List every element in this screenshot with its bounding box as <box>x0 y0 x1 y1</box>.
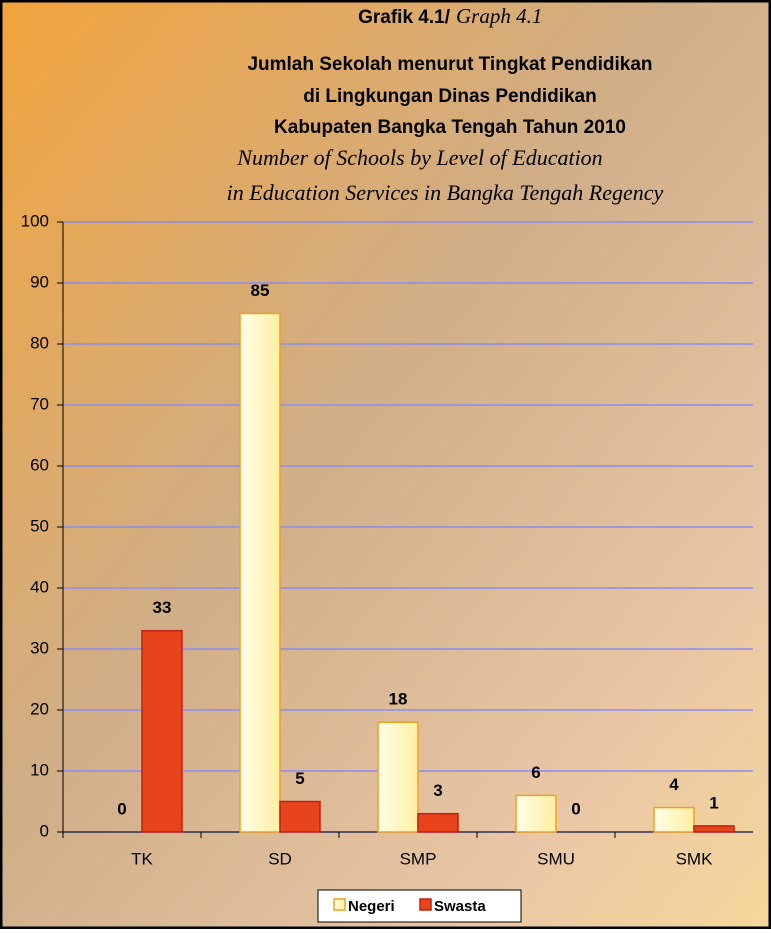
x-tick-label: SD <box>268 849 292 868</box>
value-label: 1 <box>709 793 718 812</box>
value-label: 6 <box>531 763 540 782</box>
legend-label: Swasta <box>434 898 486 915</box>
value-label: 3 <box>433 781 442 800</box>
y-tick-label: 40 <box>30 577 49 596</box>
x-tick-label: SMP <box>400 849 437 868</box>
value-label: 5 <box>295 769 304 788</box>
bar <box>694 826 734 832</box>
chart: Grafik 4.1/ Graph 4.1 Jumlah Sekolah men… <box>0 0 771 929</box>
y-tick-label: 10 <box>30 760 49 779</box>
bar <box>516 795 556 832</box>
y-tick-label: 50 <box>30 516 49 535</box>
title: Grafik 4.1/ <box>358 7 451 28</box>
y-tick-label: 100 <box>21 211 49 230</box>
y-tick-label: 20 <box>30 699 49 718</box>
bar <box>142 631 182 832</box>
subtitle: Jumlah Sekolah menurut Tingkat Pendidika… <box>247 54 652 75</box>
y-tick-label: 30 <box>30 638 49 657</box>
subtitle-en: Number of Schools by Level of Education <box>236 145 602 170</box>
y-tick-label: 60 <box>30 455 49 474</box>
bar <box>240 314 280 833</box>
y-tick-label: 70 <box>30 394 49 413</box>
y-tick-label: 0 <box>40 821 49 840</box>
bar <box>418 814 458 832</box>
legend-swatch <box>334 899 345 910</box>
legend-label: Negeri <box>348 898 395 915</box>
x-tick-label: SMK <box>676 849 714 868</box>
y-tick-label: 90 <box>30 272 49 291</box>
bar <box>378 722 418 832</box>
subtitle: di Lingkungan Dinas Pendidikan <box>303 86 596 107</box>
value-label: 33 <box>153 598 172 617</box>
title-en: Graph 4.1 <box>456 4 542 28</box>
subtitle: Kabupaten Bangka Tengah Tahun 2010 <box>274 117 626 138</box>
x-tick-label: TK <box>131 849 153 868</box>
value-label: 0 <box>117 799 126 818</box>
value-label: 0 <box>571 799 580 818</box>
legend-swatch <box>420 899 431 910</box>
value-label: 85 <box>251 281 270 300</box>
x-tick-label: SMU <box>537 849 575 868</box>
subtitle-en: in Education Services in Bangka Tengah R… <box>227 180 664 205</box>
bar <box>280 802 320 833</box>
bar <box>654 808 694 832</box>
y-tick-label: 80 <box>30 333 49 352</box>
value-label: 4 <box>669 775 679 794</box>
value-label: 18 <box>389 690 408 709</box>
